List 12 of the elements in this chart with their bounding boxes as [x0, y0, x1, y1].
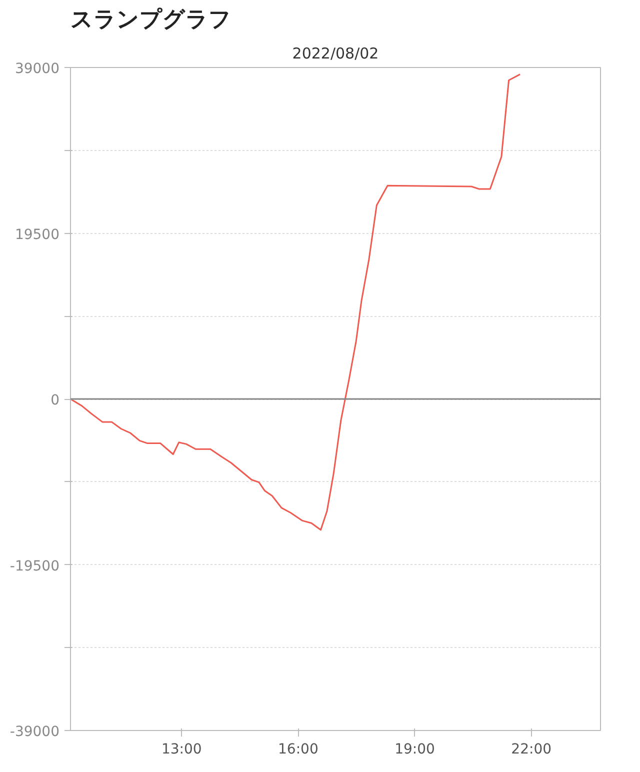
- x-tick-label: 16:00: [278, 742, 318, 758]
- line-series: [70, 74, 521, 531]
- y-tick-label: 0: [50, 392, 60, 408]
- y-tick-label: -19500: [10, 558, 60, 574]
- x-tick-label: 19:00: [394, 742, 435, 758]
- chart-subtitle: 2022/08/02: [292, 44, 379, 62]
- y-tick-label: 19500: [14, 226, 60, 243]
- x-tick-label: 22:00: [511, 742, 552, 758]
- y-tick-label: 39000: [14, 61, 60, 77]
- y-tick-label: -39000: [10, 724, 60, 740]
- chart-title: スランプグラフ: [70, 8, 232, 32]
- x-tick-label: 13:00: [161, 742, 202, 758]
